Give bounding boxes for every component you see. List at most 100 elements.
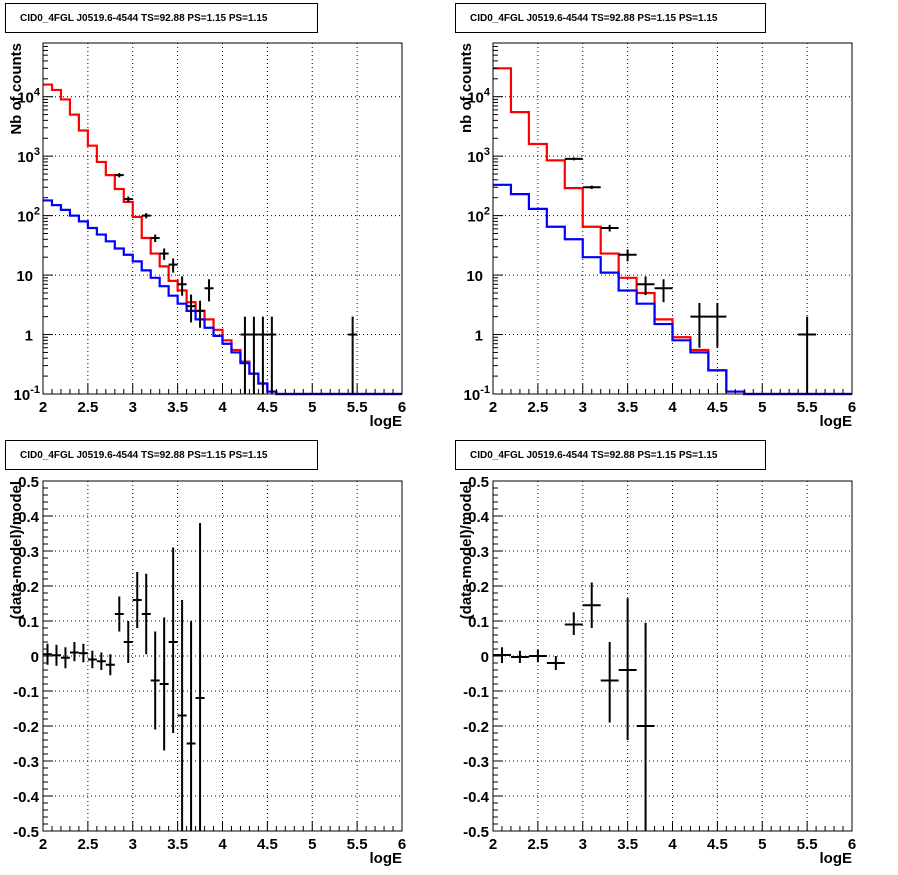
x-tick-label: 3 <box>129 836 137 853</box>
x-axis <box>42 384 403 394</box>
x-tick-label: 2.5 <box>77 836 98 853</box>
y-tick-label: 1 <box>25 328 33 345</box>
x-tick-label: 3.5 <box>617 399 638 416</box>
x-tick-label: 6 <box>848 399 856 416</box>
x-tick-label: 2.5 <box>77 399 98 416</box>
x-tick-label: 6 <box>848 836 856 853</box>
x-tick-label: 3.5 <box>617 836 638 853</box>
x-tick-label: 5 <box>758 399 766 416</box>
x-tick-label: 2.5 <box>527 399 548 416</box>
y-tick-label: 10 <box>466 268 483 285</box>
x-tick-label: 5.5 <box>347 836 368 853</box>
y-tick-label: 102 <box>17 206 40 226</box>
panel-title-bottom-left: CID0_4FGL J0519.6-4544 TS=92.88 PS=1.15 … <box>5 440 318 470</box>
x-tick-label: 5.5 <box>797 836 818 853</box>
y-tick-label: -0.3 <box>463 754 489 771</box>
x-tick-label: 4.5 <box>707 836 728 853</box>
grid <box>43 481 402 831</box>
y-tick-label: 104 <box>17 87 41 107</box>
y-tick-label: -0.2 <box>463 719 489 736</box>
x-tick-label: 5 <box>758 836 766 853</box>
x-axis-title: logE <box>370 850 403 867</box>
y-tick-label: -0.4 <box>13 789 40 806</box>
y-tick-label: 0.5 <box>468 474 489 491</box>
y-tick-label: 103 <box>17 146 40 166</box>
y-axis <box>43 480 53 832</box>
x-axis-title: logE <box>820 413 853 430</box>
y-tick-label: 0 <box>31 649 39 666</box>
data-points <box>43 523 205 831</box>
y-tick-label: 10-1 <box>464 384 490 404</box>
y-tick-label: -0.4 <box>463 789 490 806</box>
x-tick-label: 5 <box>308 399 316 416</box>
y-tick-label: 103 <box>467 146 490 166</box>
y-axis-title: (data-model)/model <box>8 481 25 619</box>
x-tick-label: 4 <box>668 399 677 416</box>
y-tick-label: -0.1 <box>463 684 489 701</box>
y-axis-title: nb of counts <box>458 43 475 133</box>
y-tick-label: -0.5 <box>13 824 39 841</box>
y-tick-label: 1 <box>475 328 483 345</box>
x-tick-label: 2 <box>39 399 47 416</box>
y-tick-label: 0.3 <box>468 544 489 561</box>
y-tick-label: -0.3 <box>13 754 39 771</box>
x-axis <box>492 384 853 394</box>
y-tick-label: 0.1 <box>468 614 489 631</box>
x-tick-label: 6 <box>398 399 406 416</box>
panel-title-bottom-right: CID0_4FGL J0519.6-4544 TS=92.88 PS=1.15 … <box>455 440 766 470</box>
panel-title-top-left: CID0_4FGL J0519.6-4544 TS=92.88 PS=1.15 … <box>5 3 318 33</box>
y-axis <box>493 42 503 395</box>
x-tick-label: 2 <box>489 836 497 853</box>
x-tick-label: 3 <box>579 399 587 416</box>
x-tick-label: 5.5 <box>347 399 368 416</box>
x-tick-label: 4.5 <box>257 836 278 853</box>
data-points <box>114 173 358 394</box>
x-axis <box>492 821 853 831</box>
y-axis <box>493 480 503 832</box>
y-tick-label: 0.1 <box>18 614 39 631</box>
x-tick-label: 4.5 <box>257 399 278 416</box>
x-tick-label: 6 <box>398 836 406 853</box>
data-points <box>564 157 817 394</box>
y-tick-label: -0.2 <box>13 719 39 736</box>
x-tick-label: 4 <box>668 836 677 853</box>
panel-title-top-right: CID0_4FGL J0519.6-4544 TS=92.88 PS=1.15 … <box>455 3 766 33</box>
y-tick-label: 0.2 <box>468 579 489 596</box>
x-tick-label: 2.5 <box>527 836 548 853</box>
x-tick-label: 3.5 <box>167 399 188 416</box>
x-axis <box>42 821 403 831</box>
y-tick-label: 10-1 <box>14 384 40 404</box>
y-tick-label: 0.4 <box>18 509 40 526</box>
y-tick-label: 0.4 <box>468 509 490 526</box>
y-axis <box>43 42 53 395</box>
y-tick-label: 0.3 <box>18 544 39 561</box>
x-tick-label: 4 <box>218 836 227 853</box>
x-axis-title: logE <box>820 850 853 867</box>
y-tick-label: 0.2 <box>18 579 39 596</box>
data-points <box>493 582 655 831</box>
x-axis-title: logE <box>370 413 403 430</box>
x-tick-label: 3.5 <box>167 836 188 853</box>
y-tick-label: 10 <box>16 268 33 285</box>
histogram-series-1 <box>493 183 852 396</box>
x-tick-label: 4 <box>218 399 227 416</box>
y-tick-label: 104 <box>467 87 491 107</box>
x-tick-label: 4.5 <box>707 399 728 416</box>
y-tick-label: 102 <box>467 206 490 226</box>
histogram-series-1 <box>43 199 402 396</box>
y-axis-title: Nb of counts <box>8 43 25 135</box>
y-tick-label: -0.5 <box>463 824 489 841</box>
y-tick-label: -0.1 <box>13 684 39 701</box>
x-tick-label: 3 <box>579 836 587 853</box>
x-tick-label: 2 <box>39 836 47 853</box>
y-tick-label: 0 <box>481 649 489 666</box>
x-tick-label: 5.5 <box>797 399 818 416</box>
x-tick-label: 3 <box>129 399 137 416</box>
y-axis-title: (data-model)/model <box>458 481 475 619</box>
x-tick-label: 5 <box>308 836 316 853</box>
